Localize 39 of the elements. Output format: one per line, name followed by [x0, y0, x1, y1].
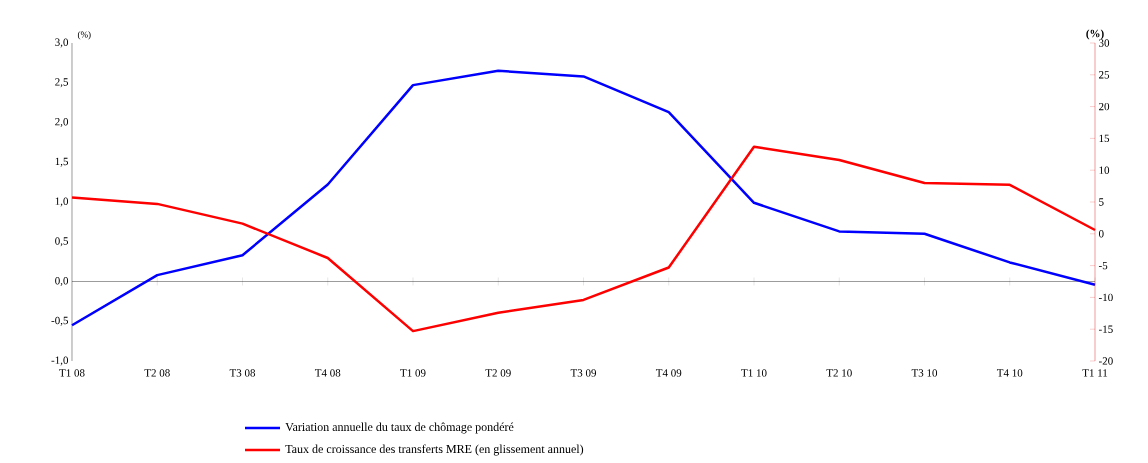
x-tick-label: T3 09: [570, 369, 597, 377]
y2-tick-label: -15: [1098, 325, 1113, 333]
y2-tick-label: -10: [1098, 293, 1113, 302]
x-tick-label: T4 09: [655, 369, 682, 377]
y-tick-label: 1,0: [55, 197, 69, 207]
x-tick-label: T1 10: [741, 369, 767, 377]
y-tick-label: 0,0: [55, 277, 69, 286]
y-axis-title: (%): [77, 31, 91, 40]
x-tick-label: T3 08: [229, 369, 256, 377]
y-tick-label: -1,0: [51, 356, 69, 366]
y2-tick-label: 15: [1099, 134, 1110, 143]
x-tick-label: T1 11: [1082, 369, 1108, 377]
y-tick-label: -0,5: [51, 316, 69, 326]
y2-tick-label: 0: [1098, 230, 1104, 238]
y2-tick-label: -5: [1098, 261, 1108, 270]
legend-label: Variation annuelle du taux de chômage pondéré: [285, 422, 514, 434]
y-tick-label: 1,5: [55, 157, 69, 167]
legend-label: Taux de croissance des transferts MRE (en glissement annuel): [285, 444, 584, 456]
x-tick-label: T2 09: [485, 369, 511, 377]
x-tick-label: T1 08: [59, 369, 85, 377]
x-tick-label: T1 09: [400, 369, 426, 377]
y2-tick-label: 10: [1099, 166, 1110, 174]
x-tick-label: T3 10: [911, 369, 938, 377]
line-series: [70, 145, 1097, 333]
line-series: [70, 69, 1097, 327]
y2-axis-title: (%): [1086, 29, 1104, 40]
y2-tick-label: -20: [1098, 357, 1113, 365]
y2-tick-label: 20: [1099, 102, 1110, 111]
y-tick-label: 2,5: [55, 78, 69, 88]
x-tick-label: T2 10: [826, 369, 852, 377]
y2-tick-label: 5: [1099, 198, 1104, 206]
x-tick-label: T4 08: [314, 369, 341, 377]
y-tick-label: 3,0: [55, 38, 69, 48]
y2-tick-label: 30: [1099, 39, 1110, 47]
y-tick-label: 0,5: [55, 237, 69, 247]
y2-tick-label: 25: [1099, 71, 1110, 79]
y-tick-label: 2,0: [55, 118, 69, 127]
x-tick-label: T2 08: [144, 369, 170, 377]
x-tick-label: T4 10: [996, 369, 1023, 377]
